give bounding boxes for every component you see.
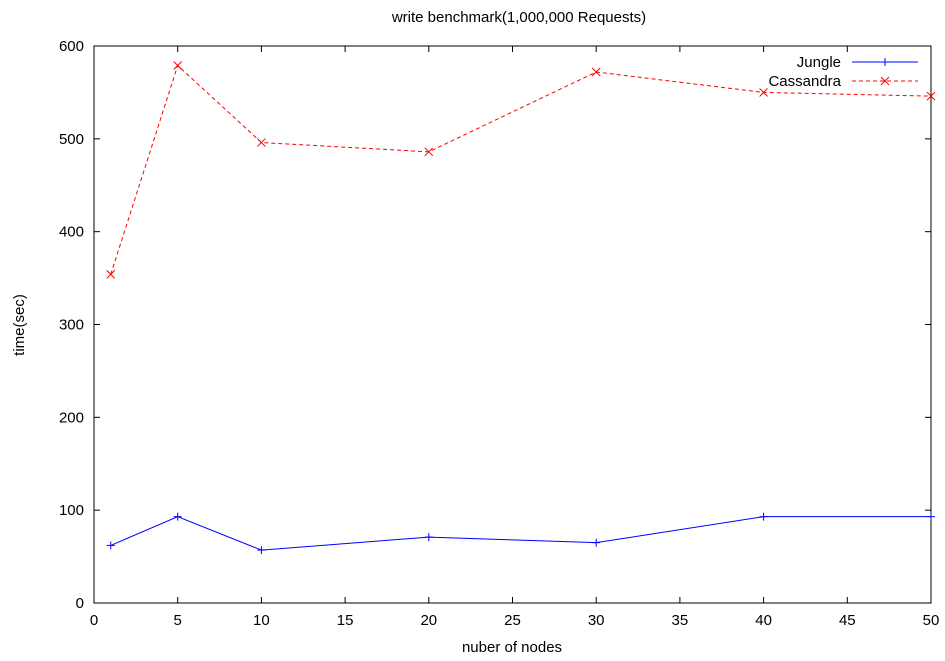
data-point-jungle <box>759 512 768 521</box>
y-axis-label: time(sec) <box>11 294 28 356</box>
legend-marker-jungle <box>881 58 889 66</box>
legend-label-jungle: Jungle <box>797 54 841 71</box>
data-point-jungle <box>106 541 115 550</box>
data-point-cassandra <box>173 61 183 70</box>
x-tick-label: 10 <box>253 612 270 629</box>
y-tick-label: 600 <box>59 38 84 55</box>
legend-label-cassandra: Cassandra <box>768 73 841 90</box>
x-tick-label: 25 <box>504 612 521 629</box>
series-line-jungle <box>110 516 931 551</box>
data-point-cassandra <box>257 138 266 147</box>
plot-area-border <box>93 45 932 604</box>
y-tick-label: 300 <box>59 317 84 334</box>
chart-title: write benchmark(1,000,000 Requests) <box>391 9 646 26</box>
x-tick-label: 20 <box>420 612 437 629</box>
y-tick-label: 100 <box>59 502 84 519</box>
x-tick-label: 15 <box>337 612 354 629</box>
y-tick-label: 400 <box>59 224 84 241</box>
x-tick-label: 35 <box>672 612 689 629</box>
x-axis-label: nuber of nodes <box>462 639 562 656</box>
data-point-cassandra <box>759 88 768 97</box>
y-tick-label: 0 <box>76 595 84 612</box>
data-point-jungle <box>173 512 182 521</box>
data-point-jungle <box>927 512 935 521</box>
x-tick-label: 50 <box>923 612 940 629</box>
x-tick-label: 45 <box>839 612 856 629</box>
y-tick-label: 200 <box>59 409 84 426</box>
data-point-cassandra <box>926 91 936 101</box>
y-tick-label: 500 <box>59 131 84 148</box>
x-tick-label: 0 <box>90 612 98 629</box>
legend: Jungle Cassandra <box>768 54 918 90</box>
data-point-cassandra <box>106 270 116 279</box>
data-point-cassandra <box>424 147 434 157</box>
data-point-jungle <box>592 538 601 547</box>
data-point-jungle <box>257 546 266 555</box>
data-point-cassandra <box>591 67 601 77</box>
series-line-cassandra <box>110 64 932 275</box>
x-tick-label: 30 <box>588 612 605 629</box>
x-tick-label: 5 <box>174 612 182 629</box>
data-point-jungle <box>424 533 433 542</box>
legend-marker-cassandra <box>880 76 890 86</box>
x-tick-label: 40 <box>755 612 772 629</box>
